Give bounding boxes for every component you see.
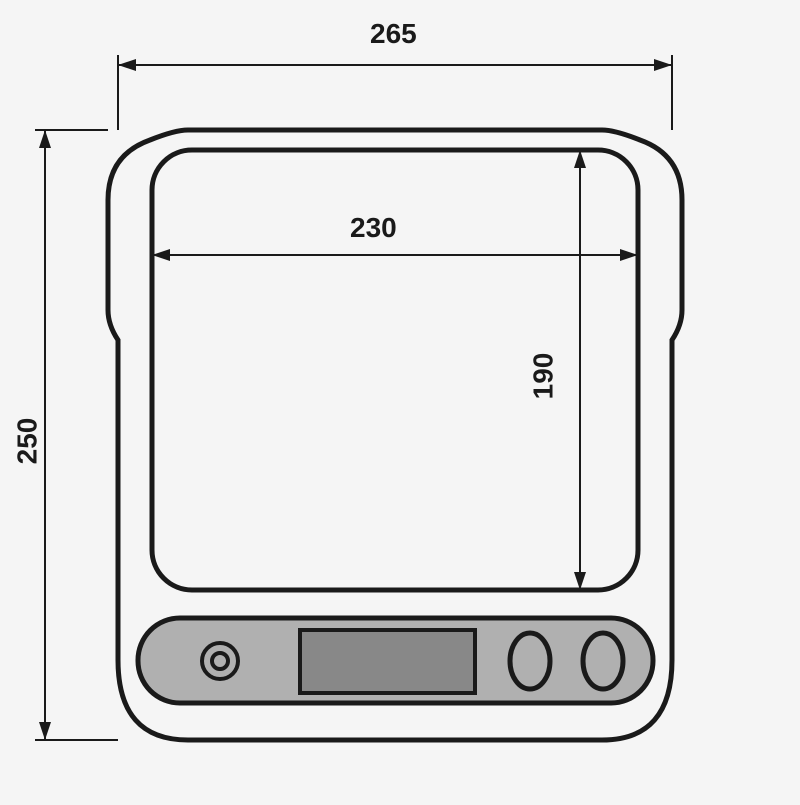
dim-left-arrow-top [39,130,51,148]
display-screen [300,630,475,693]
dim-top-arrow-right [654,59,672,71]
dim-inner-width-label: 230 [350,212,397,244]
dim-width-label: 265 [370,18,417,50]
technical-drawing [0,0,800,800]
dim-inner-h-arrow-top [574,150,586,168]
dim-top-arrow-left [118,59,136,71]
dim-inner-h-arrow-bottom [574,572,586,590]
dim-inner-height-label: 190 [527,353,559,400]
dim-inner-w-arrow-left [152,249,170,261]
dim-height-label: 250 [11,418,43,465]
dim-inner-w-arrow-right [620,249,638,261]
dim-left-arrow-bottom [39,722,51,740]
